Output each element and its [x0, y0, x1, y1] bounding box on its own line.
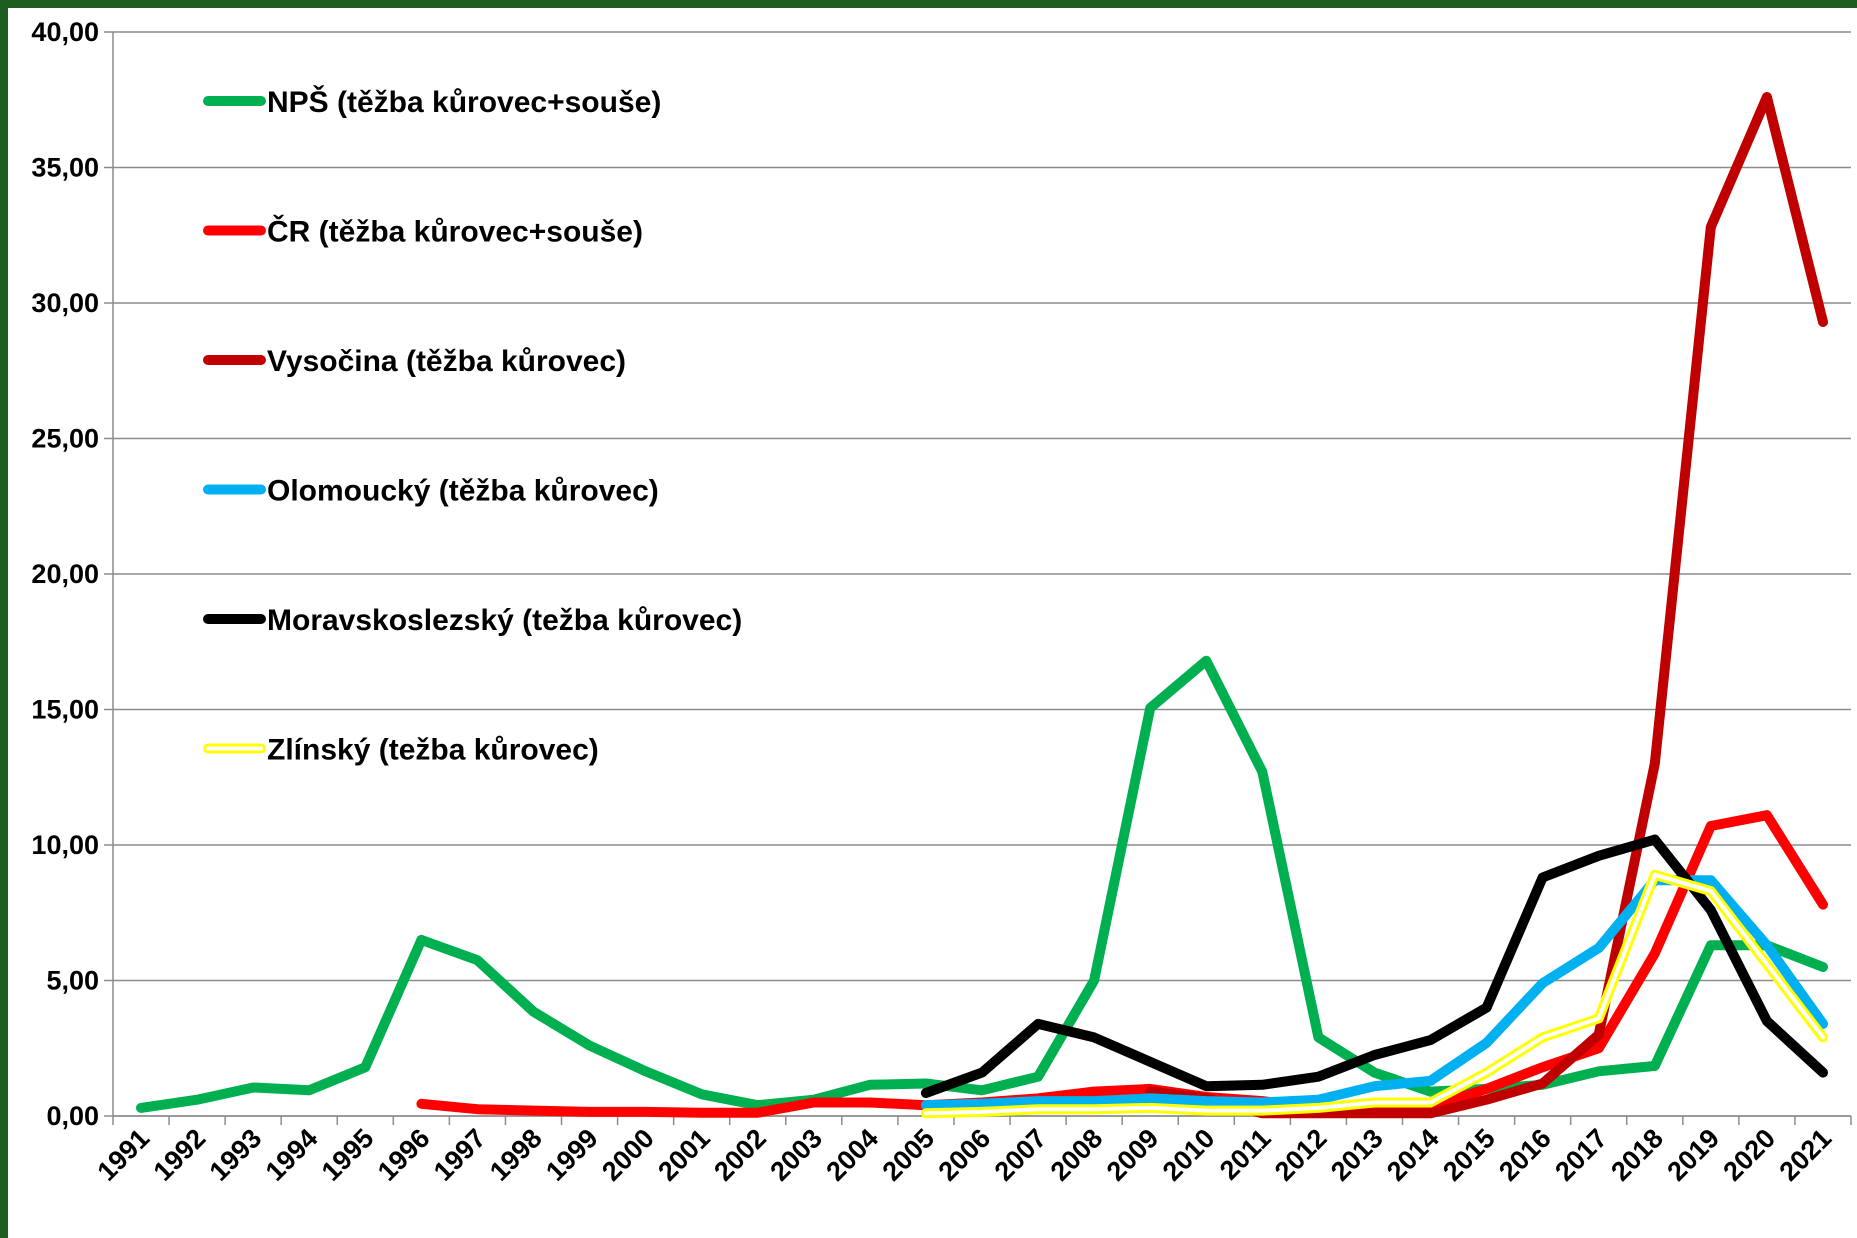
x-tick-label: 2001	[652, 1123, 716, 1187]
legend-entry: Olomoucký (těžba kůrovec)	[203, 475, 659, 508]
y-tick-label: 5,00	[46, 966, 99, 996]
legend-entry: NPŠ (těžba kůrovec+souše)	[203, 85, 661, 119]
x-tick-label: 1998	[484, 1123, 548, 1187]
series-line-4	[920, 834, 1828, 1098]
legend: NPŠ (těžba kůrovec+souše) ČR (těžba kůrov…	[203, 85, 742, 767]
x-tick-label: 1996	[372, 1123, 436, 1187]
chart-frame: 0,00 5,00 10,00 15,00 20,00 25,00 30,00 35,00 40…	[8, 8, 1857, 1238]
legend-label: Zlínský (težba kůrovec)	[267, 734, 599, 767]
x-tick-label: 2018	[1605, 1123, 1669, 1187]
series-line-0	[136, 655, 1828, 1113]
x-tick-label: 1992	[148, 1123, 212, 1187]
x-tick-label: 2016	[1493, 1123, 1557, 1187]
x-tick-label: 2005	[876, 1123, 940, 1187]
x-tick-label: 2002	[708, 1123, 772, 1187]
y-tick-label: 25,00	[31, 424, 99, 454]
series-lines	[136, 92, 1828, 1119]
line-chart: 0,00 5,00 10,00 15,00 20,00 25,00 30,00 35,00 40…	[31, 17, 1852, 1187]
legend-label: Vysočina (těžba kůrovec)	[267, 345, 626, 378]
x-tick-label: 2007	[989, 1123, 1053, 1187]
x-tick-label: 1994	[260, 1123, 324, 1187]
legend-label: Moravskoslezský (težba kůrovec)	[267, 604, 742, 637]
y-tick-label: 30,00	[31, 288, 99, 318]
legend-label: ČR (těžba kůrovec+souše)	[267, 215, 643, 249]
y-tick-label: 10,00	[31, 830, 99, 860]
legend-entry: Zlínský (težba kůrovec)	[203, 734, 599, 767]
x-tick-label: 2014	[1381, 1123, 1445, 1187]
y-tick-label: 35,00	[31, 153, 99, 183]
legend-entry: ČR (těžba kůrovec+souše)	[203, 215, 643, 249]
x-tick-label: 2009	[1101, 1123, 1165, 1187]
x-tick-label: 2017	[1549, 1123, 1613, 1187]
x-axis-ticks: 1991199219931994199519961997199819992000…	[92, 1123, 1838, 1187]
axes	[104, 31, 1852, 1125]
x-tick-label: 2021	[1774, 1123, 1838, 1187]
legend-entry: Vysočina (těžba kůrovec)	[203, 345, 626, 378]
legend-label: Olomoucký (těžba kůrovec)	[267, 475, 659, 508]
y-axis-ticks: 0,00 5,00 10,00 15,00 20,00 25,00 30,00 35,00 40…	[31, 17, 99, 1131]
series-line-2	[1145, 92, 1828, 1119]
y-tick-label: 0,00	[46, 1101, 99, 1131]
legend-label: NPŠ (těžba kůrovec+souše)	[267, 85, 661, 119]
x-tick-label: 2004	[820, 1123, 884, 1187]
x-tick-label: 2019	[1661, 1123, 1725, 1187]
series-line-5	[920, 869, 1828, 1119]
x-tick-label: 2008	[1045, 1123, 1109, 1187]
y-tick-label: 40,00	[31, 17, 99, 47]
x-tick-label: 2003	[764, 1123, 828, 1187]
series-line-1	[416, 810, 1828, 1118]
x-tick-label: 2000	[596, 1123, 660, 1187]
x-tick-label: 1999	[540, 1123, 604, 1187]
x-tick-label: 1991	[92, 1123, 156, 1187]
y-tick-label: 15,00	[31, 695, 99, 725]
x-tick-label: 2013	[1325, 1123, 1389, 1187]
x-tick-label: 1995	[316, 1123, 380, 1187]
x-tick-label: 2011	[1214, 1123, 1277, 1186]
y-tick-label: 20,00	[31, 559, 99, 589]
x-tick-label: 2006	[933, 1123, 997, 1187]
x-tick-label: 2012	[1269, 1123, 1333, 1187]
x-tick-label: 1997	[428, 1123, 492, 1187]
x-tick-label: 1993	[204, 1123, 268, 1187]
x-tick-label: 2020	[1717, 1123, 1781, 1187]
legend-entry: Moravskoslezský (težba kůrovec)	[203, 604, 742, 637]
x-tick-label: 2010	[1157, 1123, 1221, 1187]
x-tick-label: 2015	[1437, 1123, 1501, 1187]
